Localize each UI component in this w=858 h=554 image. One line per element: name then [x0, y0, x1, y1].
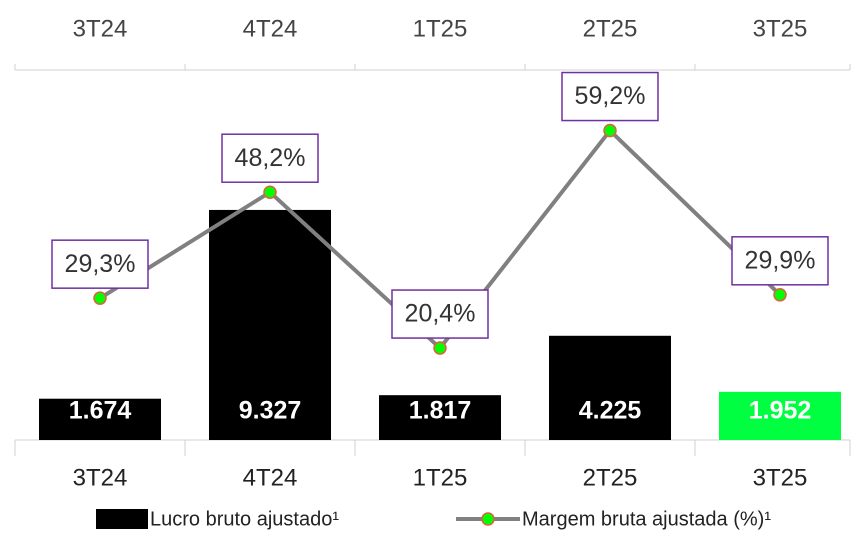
line-value-label: 29,3%	[65, 250, 136, 278]
line-marker	[773, 288, 787, 302]
x-tick-label: 3T24	[73, 464, 128, 491]
line-value-label: 48,2%	[235, 144, 306, 172]
value-label-box	[731, 236, 829, 286]
top-category-label: 3T25	[753, 15, 808, 42]
line-marker	[263, 185, 277, 199]
line-value-label: 20,4%	[405, 300, 476, 328]
legend-label: Margem bruta ajustada (%)¹	[522, 508, 771, 530]
line-value-label: 29,9%	[745, 246, 816, 274]
top-category-label: 3T24	[73, 15, 128, 42]
bar-value-label: 1.817	[409, 397, 472, 425]
line-marker	[603, 123, 617, 138]
legend-label: Lucro bruto ajustado¹	[150, 508, 339, 530]
bar-value-label: 9.327	[239, 397, 302, 425]
bar-value-label: 1.674	[69, 397, 132, 425]
bar	[379, 395, 501, 440]
bar-value-label: 1.952	[749, 397, 812, 425]
line-value-label: 59,2%	[575, 82, 646, 110]
x-tick-label: 4T24	[243, 464, 298, 491]
value-label-box	[221, 133, 319, 183]
line-marker	[433, 341, 447, 355]
legend-marker	[481, 512, 495, 526]
bar	[39, 398, 161, 440]
top-category-label: 1T25	[413, 15, 468, 42]
x-tick-label: 2T25	[583, 464, 638, 491]
line-marker	[93, 291, 107, 305]
top-category-label: 2T25	[583, 15, 638, 42]
value-label-box	[391, 289, 489, 339]
value-label-box	[51, 239, 149, 289]
value-label-box	[561, 71, 659, 122]
bar	[549, 335, 671, 440]
x-tick-label: 1T25	[413, 464, 468, 491]
bar	[719, 391, 841, 440]
x-tick-label: 3T25	[753, 464, 808, 491]
top-category-label: 4T24	[243, 15, 298, 42]
bar	[209, 209, 331, 440]
legend-swatch	[96, 509, 148, 529]
bar-value-label: 4.225	[579, 397, 642, 425]
